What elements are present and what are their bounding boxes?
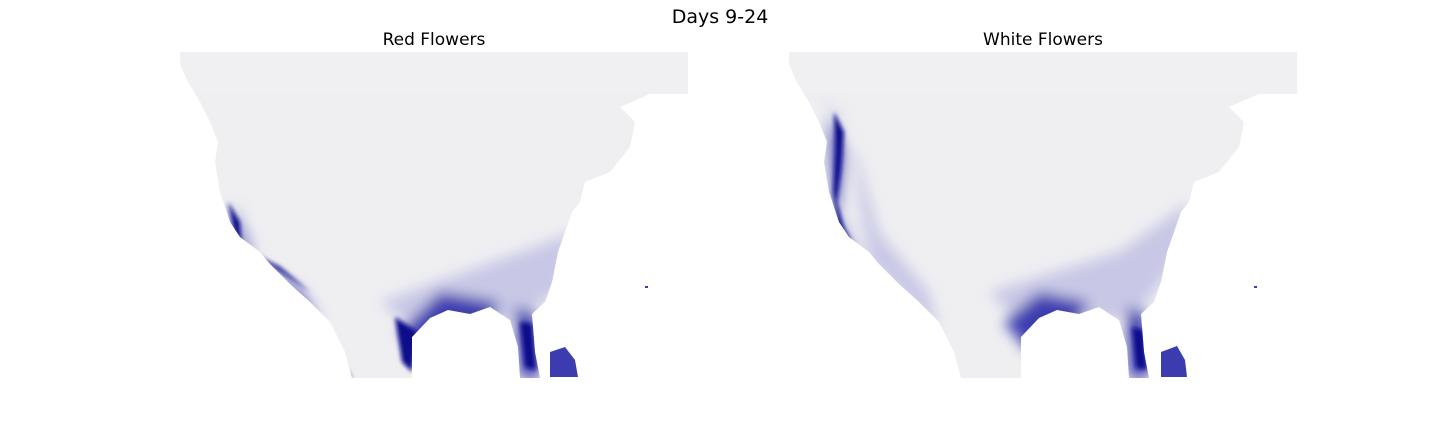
panel-title-white-flowers: White Flowers <box>983 30 1103 50</box>
white-flowers-map <box>789 52 1297 378</box>
red-flowers-map <box>180 52 688 378</box>
land-base <box>180 52 688 378</box>
figure-title: Days 9-24 <box>671 6 769 28</box>
caribbean-islands <box>550 286 648 377</box>
caribbean-islands <box>1161 286 1257 377</box>
panel-title-red-flowers: Red Flowers <box>382 30 486 50</box>
land-base <box>789 52 1297 378</box>
